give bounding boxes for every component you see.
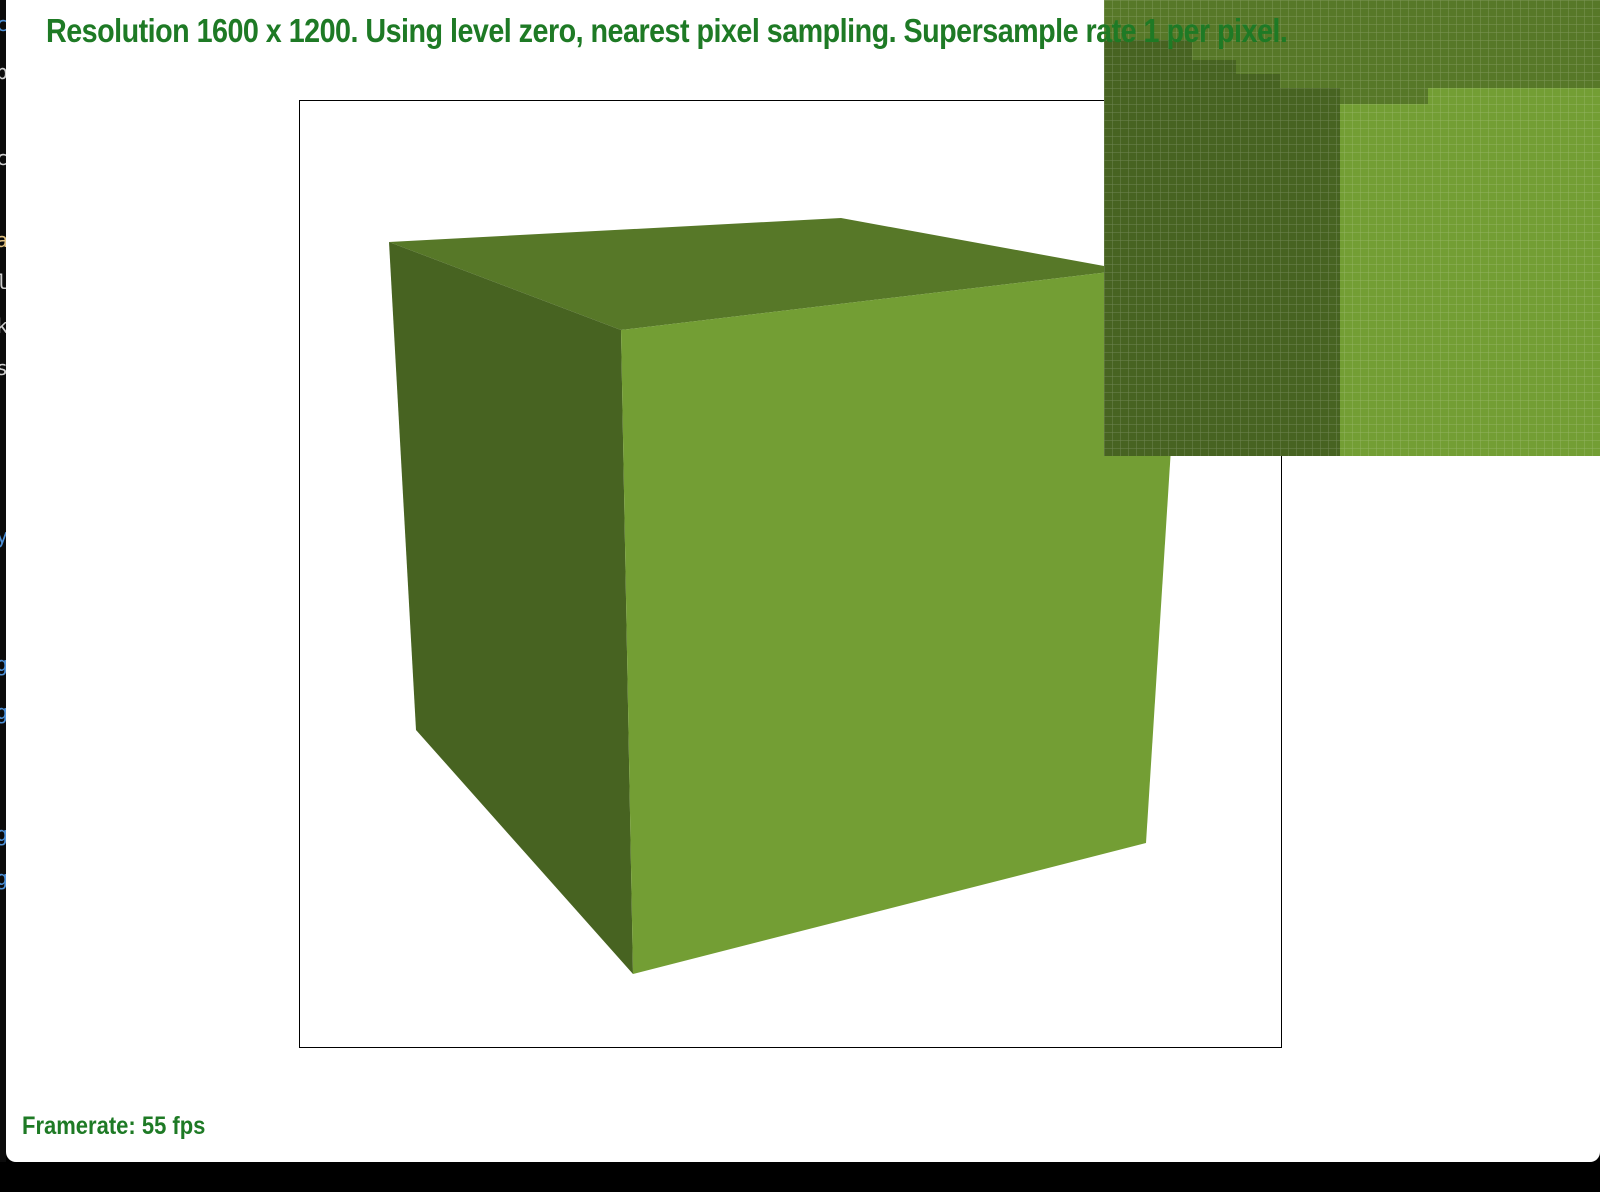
cube-top-face bbox=[389, 218, 1126, 330]
cube-render bbox=[299, 100, 1282, 1048]
cube-front-face bbox=[621, 270, 1181, 974]
framerate-text: Framerate: 55 fps bbox=[22, 1112, 206, 1140]
cube-left-face bbox=[389, 242, 633, 974]
bottom-strip bbox=[0, 1162, 1600, 1192]
render-canvas[interactable] bbox=[6, 0, 1600, 1162]
rasterizer-window: Resolution 1600 x 1200. Using level zero… bbox=[6, 0, 1600, 1162]
status-text: Resolution 1600 x 1200. Using level zero… bbox=[46, 12, 1288, 49]
zoom-inset-pixels bbox=[1104, 0, 1600, 456]
zoom-pixel-grid bbox=[1104, 0, 1600, 456]
zoom-inset-panel bbox=[1104, 0, 1600, 456]
frame-border bbox=[299, 100, 1282, 1048]
background-editor-strip: c p c a l k s y g g g g bbox=[0, 0, 6, 1192]
